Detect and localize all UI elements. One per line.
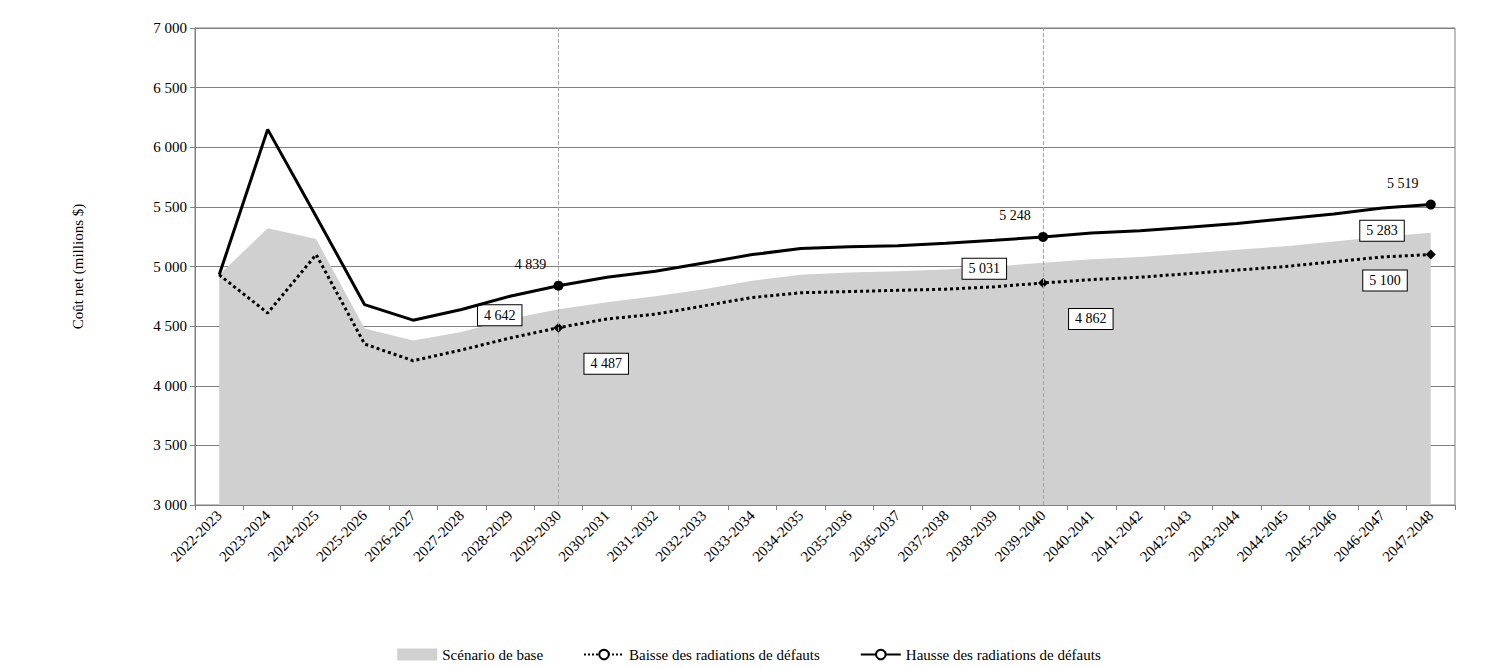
svg-text:2039-2040: 2039-2040 — [992, 507, 1049, 564]
svg-text:2025-2026: 2025-2026 — [313, 507, 371, 565]
svg-text:6 000: 6 000 — [153, 139, 187, 155]
svg-text:3 000: 3 000 — [153, 497, 187, 513]
svg-text:6 500: 6 500 — [153, 80, 187, 96]
svg-text:2027-2028: 2027-2028 — [410, 507, 467, 564]
svg-text:2031-2032: 2031-2032 — [604, 507, 661, 564]
svg-text:2037-2038: 2037-2038 — [895, 507, 952, 564]
svg-text:2046-2047: 2046-2047 — [1331, 507, 1389, 565]
svg-text:4 487: 4 487 — [590, 356, 622, 371]
svg-text:4 862: 4 862 — [1075, 311, 1107, 326]
svg-text:2023-2024: 2023-2024 — [216, 507, 274, 565]
svg-text:2033-2034: 2033-2034 — [701, 507, 759, 565]
svg-text:Baisse des radiations de défau: Baisse des radiations de défauts — [629, 647, 820, 663]
svg-text:5 100: 5 100 — [1369, 273, 1401, 288]
svg-text:2028-2029: 2028-2029 — [458, 507, 515, 564]
svg-text:4 500: 4 500 — [153, 318, 187, 334]
svg-text:2043-2044: 2043-2044 — [1185, 507, 1243, 565]
svg-text:2030-2031: 2030-2031 — [555, 507, 612, 564]
svg-text:2047-2048: 2047-2048 — [1379, 507, 1436, 564]
svg-text:2045-2046: 2045-2046 — [1282, 507, 1340, 565]
svg-text:2026-2027: 2026-2027 — [362, 507, 420, 565]
svg-text:5 519: 5 519 — [1387, 176, 1419, 191]
svg-text:4 642: 4 642 — [484, 308, 516, 323]
svg-text:2032-2033: 2032-2033 — [652, 507, 709, 564]
svg-text:5 248: 5 248 — [999, 208, 1031, 223]
svg-text:5 031: 5 031 — [969, 261, 1001, 276]
svg-text:2036-2037: 2036-2037 — [846, 507, 904, 565]
svg-text:5 000: 5 000 — [153, 259, 187, 275]
svg-text:2042-2043: 2042-2043 — [1137, 507, 1194, 564]
svg-text:4 000: 4 000 — [153, 378, 187, 394]
svg-text:Coût net (millions $): Coût net (millions $) — [70, 204, 87, 329]
svg-text:2022-2023: 2022-2023 — [168, 507, 225, 564]
svg-text:2024-2025: 2024-2025 — [265, 507, 322, 564]
svg-text:2044-2045: 2044-2045 — [1234, 507, 1291, 564]
svg-text:5 283: 5 283 — [1366, 223, 1398, 238]
svg-text:5 500: 5 500 — [153, 199, 187, 215]
svg-text:7 000: 7 000 — [153, 20, 187, 36]
svg-text:2035-2036: 2035-2036 — [798, 507, 856, 565]
svg-text:2040-2041: 2040-2041 — [1040, 507, 1097, 564]
svg-text:Hausse des radiations de défau: Hausse des radiations de défauts — [906, 647, 1101, 663]
svg-text:2029-2030: 2029-2030 — [507, 507, 564, 564]
svg-text:Scénario de base: Scénario de base — [442, 647, 543, 663]
svg-text:2034-2035: 2034-2035 — [749, 507, 806, 564]
svg-text:3 500: 3 500 — [153, 437, 187, 453]
svg-text:4 839: 4 839 — [515, 257, 547, 272]
svg-text:2041-2042: 2041-2042 — [1088, 507, 1145, 564]
svg-text:2038-2039: 2038-2039 — [943, 507, 1000, 564]
